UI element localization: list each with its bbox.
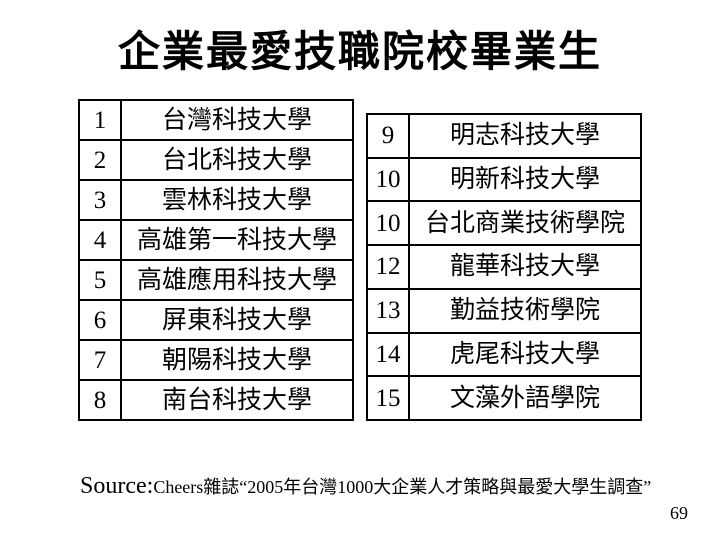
rank-cell: 14: [367, 333, 409, 377]
rank-cell: 10: [367, 201, 409, 245]
ranking-table-left: 1台灣科技大學 2台北科技大學 3雲林科技大學 4高雄第一科技大學 5高雄應用科…: [78, 99, 354, 421]
source-citation: Source:Cheers雜誌“2005年台灣1000大企業人才策略與最愛大學生…: [80, 473, 651, 500]
rank-cell: 3: [79, 180, 121, 220]
table-row: 9明志科技大學: [367, 114, 641, 158]
table-row: 8南台科技大學: [79, 380, 353, 420]
table-row: 5高雄應用科技大學: [79, 260, 353, 300]
ranking-table-right: 9明志科技大學 10明新科技大學 10台北商業技術學院 12龍華科技大學 13勤…: [366, 113, 642, 421]
source-text: Cheers雜誌“2005年台灣1000大企業人才策略與最愛大學生調查”: [153, 477, 651, 497]
table-row: 1台灣科技大學: [79, 100, 353, 140]
name-cell: 勤益技術學院: [409, 289, 641, 333]
rank-cell: 2: [79, 140, 121, 180]
table-row: 2台北科技大學: [79, 140, 353, 180]
source-label: Source:: [80, 473, 153, 499]
table-row: 13勤益技術學院: [367, 289, 641, 333]
rank-cell: 7: [79, 340, 121, 380]
rank-cell: 12: [367, 245, 409, 289]
rank-cell: 9: [367, 114, 409, 158]
name-cell: 朝陽科技大學: [121, 340, 353, 380]
table-row: 12龍華科技大學: [367, 245, 641, 289]
tables-container: 1台灣科技大學 2台北科技大學 3雲林科技大學 4高雄第一科技大學 5高雄應用科…: [0, 99, 720, 421]
table-row: 15文藻外語學院: [367, 376, 641, 420]
rank-cell: 6: [79, 300, 121, 340]
rank-cell: 4: [79, 220, 121, 260]
rank-cell: 5: [79, 260, 121, 300]
page-title: 企業最愛技職院校畢業生: [0, 0, 720, 99]
table-row: 10台北商業技術學院: [367, 201, 641, 245]
name-cell: 龍華科技大學: [409, 245, 641, 289]
table-row: 14虎尾科技大學: [367, 333, 641, 377]
name-cell: 高雄應用科技大學: [121, 260, 353, 300]
table-row: 6屏東科技大學: [79, 300, 353, 340]
table-row: 4高雄第一科技大學: [79, 220, 353, 260]
name-cell: 屏東科技大學: [121, 300, 353, 340]
rank-cell: 15: [367, 376, 409, 420]
table-row: 3雲林科技大學: [79, 180, 353, 220]
name-cell: 文藻外語學院: [409, 376, 641, 420]
rank-cell: 1: [79, 100, 121, 140]
table-row: 10明新科技大學: [367, 158, 641, 202]
name-cell: 台灣科技大學: [121, 100, 353, 140]
rank-cell: 8: [79, 380, 121, 420]
name-cell: 南台科技大學: [121, 380, 353, 420]
name-cell: 雲林科技大學: [121, 180, 353, 220]
rank-cell: 10: [367, 158, 409, 202]
name-cell: 高雄第一科技大學: [121, 220, 353, 260]
page-number: 69: [670, 503, 688, 524]
rank-cell: 13: [367, 289, 409, 333]
name-cell: 虎尾科技大學: [409, 333, 641, 377]
name-cell: 明新科技大學: [409, 158, 641, 202]
name-cell: 台北商業技術學院: [409, 201, 641, 245]
name-cell: 明志科技大學: [409, 114, 641, 158]
table-row: 7朝陽科技大學: [79, 340, 353, 380]
name-cell: 台北科技大學: [121, 140, 353, 180]
